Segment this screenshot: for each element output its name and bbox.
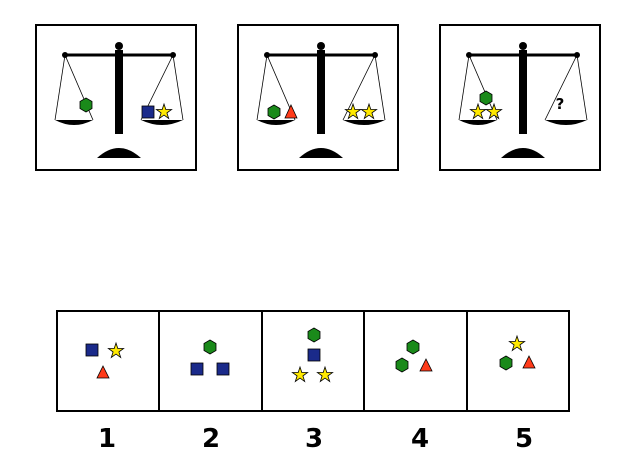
question-mark: ? — [556, 95, 565, 113]
hexagon-icon — [395, 357, 409, 373]
square-icon — [191, 362, 204, 376]
hexagon-icon — [307, 327, 321, 343]
option-4[interactable] — [365, 312, 468, 410]
left-pan-shapes — [267, 104, 298, 120]
option-number-1: 1 — [97, 424, 117, 454]
left-pan-shapes — [79, 97, 93, 113]
hexagon-icon — [499, 355, 513, 371]
balance-scale-icon: ? — [458, 42, 588, 158]
square-icon — [141, 105, 155, 119]
option-2[interactable] — [160, 312, 263, 410]
hexagon-icon — [204, 339, 217, 355]
star-icon — [360, 102, 378, 120]
star-icon — [315, 365, 334, 383]
square-icon — [217, 362, 230, 376]
option-number-3: 3 — [304, 424, 324, 454]
left-pan-shapes — [469, 90, 503, 120]
right-pan-shapes: ? — [556, 95, 565, 113]
square-icon — [307, 348, 321, 362]
option-number-4: 4 — [410, 424, 430, 454]
triangle-icon — [96, 365, 110, 379]
star-icon — [507, 334, 526, 352]
hexagon-icon — [406, 339, 420, 355]
option-5[interactable] — [468, 312, 568, 410]
triangle-icon — [419, 358, 433, 372]
option-1[interactable] — [58, 312, 161, 410]
right-pan-shapes — [344, 102, 378, 120]
balance-scale-icon — [54, 42, 184, 158]
star-icon — [290, 365, 309, 383]
hexagon-icon — [479, 90, 493, 106]
balance-panel-2 — [237, 24, 399, 171]
right-pan-shapes — [141, 102, 173, 120]
triangle-icon — [284, 104, 298, 119]
option-number-2: 2 — [201, 424, 221, 454]
option-3[interactable] — [263, 312, 366, 410]
balance-scale-icon — [256, 42, 386, 158]
star-icon — [485, 102, 503, 120]
star-icon — [469, 102, 487, 120]
triangle-icon — [521, 355, 536, 369]
balance-panel-1 — [35, 24, 197, 171]
square-icon — [85, 343, 99, 357]
star-icon — [107, 341, 125, 359]
star-icon — [344, 102, 362, 120]
option-number-5: 5 — [514, 424, 534, 454]
answer-options — [56, 310, 570, 412]
star-icon — [155, 102, 173, 120]
hexagon-icon — [79, 97, 93, 113]
hexagon-icon — [267, 104, 281, 120]
balance-panel-3: ? — [439, 24, 601, 171]
